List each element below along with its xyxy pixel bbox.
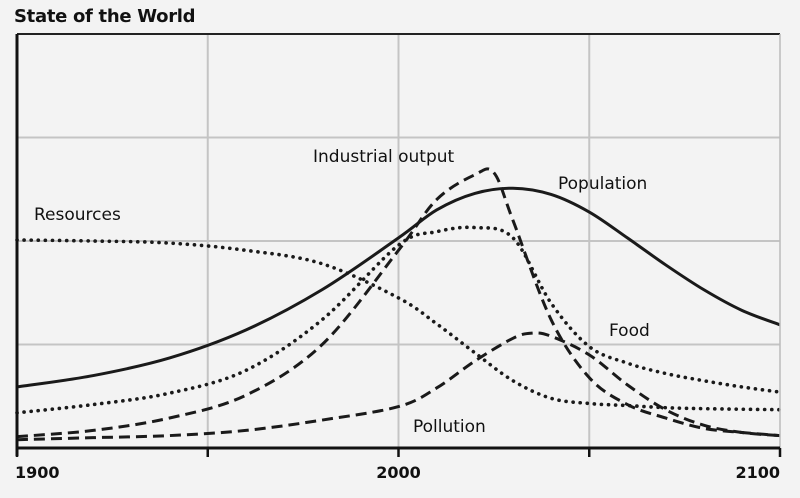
series-line-resources bbox=[15, 238, 782, 412]
series-line-population bbox=[16, 186, 781, 389]
series-lines bbox=[15, 167, 782, 442]
series-label: Industrial output bbox=[313, 147, 455, 167]
x-tick-label: 2100 bbox=[735, 463, 780, 482]
series-line-pollution bbox=[16, 331, 781, 442]
axes bbox=[15, 33, 782, 457]
x-tick-label: 1900 bbox=[15, 463, 60, 482]
series-label: Resources bbox=[34, 205, 121, 225]
series-label: Population bbox=[558, 174, 647, 194]
chart-title: State of the World bbox=[14, 6, 196, 27]
x-tick-labels: 1900 2000 2100 bbox=[15, 463, 780, 482]
series-line-food bbox=[15, 225, 782, 415]
series-labels: Population Industrial output Food Resources… bbox=[34, 147, 650, 437]
series-label: Food bbox=[609, 321, 650, 341]
series-line-industrial-output bbox=[16, 167, 781, 439]
series-label: Pollution bbox=[413, 417, 486, 437]
x-tick-label: 2000 bbox=[376, 463, 421, 482]
